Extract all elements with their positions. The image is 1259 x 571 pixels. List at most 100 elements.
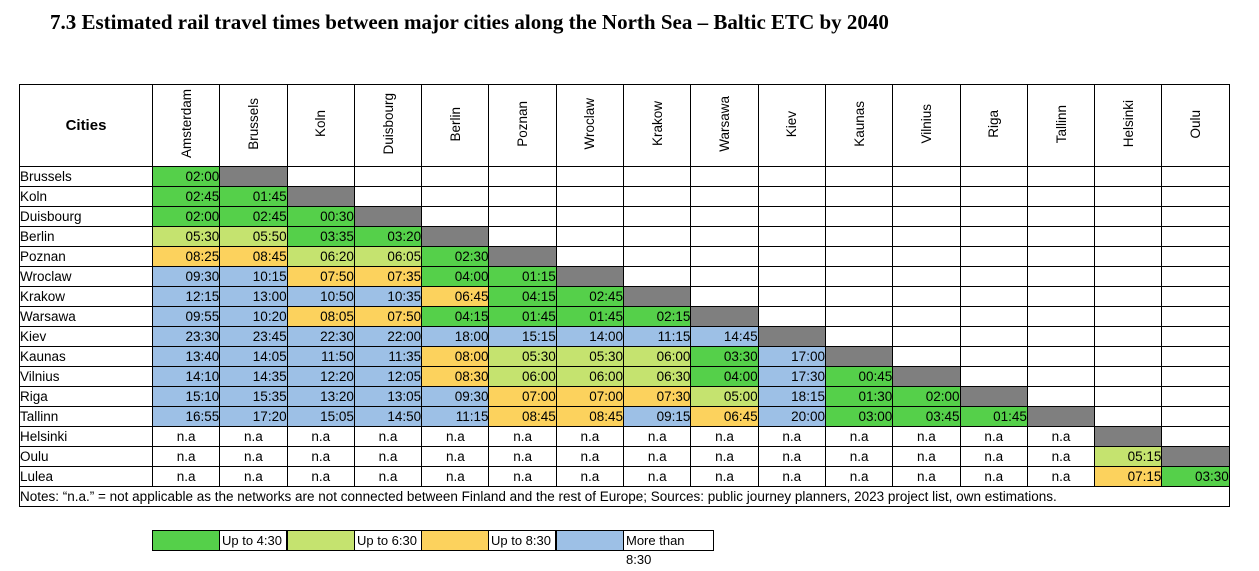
empty-cell xyxy=(959,266,1028,287)
travel-time-cell: 06:20 xyxy=(286,246,355,267)
column-header-label: Krakow xyxy=(649,101,665,147)
column-header-label: Vilnius xyxy=(918,104,934,144)
empty-cell xyxy=(488,226,557,247)
empty-cell xyxy=(1026,306,1096,327)
travel-time-cell: 12:05 xyxy=(353,366,423,387)
row-city-name: Kiev xyxy=(19,326,153,347)
na-cell: n.a xyxy=(353,446,423,467)
na-cell: n.a xyxy=(555,426,625,447)
empty-cell xyxy=(757,226,826,247)
travel-time-cell: 05:15 xyxy=(1094,446,1163,467)
empty-cell xyxy=(623,246,692,267)
empty-cell xyxy=(1094,326,1163,347)
travel-time-cell: 10:20 xyxy=(219,306,288,327)
na-cell: n.a xyxy=(623,426,692,447)
table-row: Kiev 23:30 23:45 22:30 22:00 18:00 15:15 14:00 1… xyxy=(19,326,1230,347)
empty-cell xyxy=(353,186,423,207)
travel-time-cell: 09:55 xyxy=(151,306,221,327)
travel-time-cell: 02:00 xyxy=(151,206,221,227)
na-cell: n.a xyxy=(421,466,490,487)
empty-cell xyxy=(555,206,625,227)
empty-cell xyxy=(824,246,894,267)
empty-cell xyxy=(959,366,1028,387)
empty-cell xyxy=(1094,166,1163,187)
travel-time-cell: 08:05 xyxy=(286,306,355,327)
diagonal-cell xyxy=(421,226,490,247)
column-header-label: Helsinki xyxy=(1120,100,1136,148)
travel-time-cell: 12:15 xyxy=(151,286,221,307)
table-row: Kaunas 13:40 14:05 11:50 11:35 08:00 05:30 05:3… xyxy=(19,346,1230,367)
empty-cell xyxy=(959,186,1028,207)
table-row: Koln 02:45 01:45 xyxy=(19,186,1230,207)
travel-time-cell: 14:00 xyxy=(555,326,625,347)
row-city-name: Vilnius xyxy=(19,366,153,387)
empty-cell xyxy=(892,206,961,227)
travel-time-cell: 17:30 xyxy=(757,366,826,387)
na-cell: n.a xyxy=(959,446,1028,467)
column-header: Kiev xyxy=(757,84,826,167)
table-row: Vilnius 14:10 14:35 12:20 12:05 08:30 06:00 06:… xyxy=(19,366,1230,387)
table-row: Lulea n.a n.a n.a n.a n.a n.a n.a n.a n.a n.a n.a n.… xyxy=(19,466,1230,487)
empty-cell xyxy=(1161,406,1230,427)
na-cell: n.a xyxy=(959,466,1028,487)
travel-time-cell: 00:30 xyxy=(286,206,355,227)
notes-row: Notes: “n.a.” = not applicable as the ne… xyxy=(19,486,1230,507)
travel-time-cell: 01:45 xyxy=(959,406,1028,427)
table-row: Helsinki n.a n.a n.a n.a n.a n.a n.a n.a n.a n.a n.… xyxy=(19,426,1230,447)
empty-cell xyxy=(690,186,759,207)
diagonal-cell xyxy=(488,246,557,267)
legend-label: Up to 6:30 xyxy=(355,530,422,551)
column-header-label: Duisbourg xyxy=(380,93,396,155)
empty-cell xyxy=(623,166,692,187)
diagonal-cell xyxy=(1161,446,1230,467)
travel-time-cell: 17:00 xyxy=(757,346,826,367)
column-header-label: Riga xyxy=(986,110,1002,138)
travel-time-cell: 08:00 xyxy=(421,346,490,367)
travel-time-cell: 05:50 xyxy=(219,226,288,247)
empty-cell xyxy=(555,226,625,247)
diagonal-cell xyxy=(286,186,355,207)
na-cell: n.a xyxy=(555,466,625,487)
column-header: Poznan xyxy=(488,84,557,167)
na-cell: n.a xyxy=(690,446,759,467)
empty-cell xyxy=(1161,186,1230,207)
travel-time-table: Cities Amsterdam Brussels Koln Duisbourg Ber… xyxy=(19,84,1230,507)
column-header: Berlin xyxy=(421,84,490,167)
diagonal-cell xyxy=(892,366,961,387)
empty-cell xyxy=(1094,306,1163,327)
empty-cell xyxy=(690,246,759,267)
empty-cell xyxy=(1026,186,1096,207)
row-city-name: Duisbourg xyxy=(19,206,153,227)
na-cell: n.a xyxy=(488,426,557,447)
empty-cell xyxy=(1026,286,1096,307)
empty-cell xyxy=(1026,266,1096,287)
empty-cell xyxy=(1094,406,1163,427)
column-header-label: Koln xyxy=(313,110,329,138)
travel-time-cell: 01:15 xyxy=(488,266,557,287)
travel-time-cell: 15:35 xyxy=(219,386,288,407)
travel-time-cell: 15:15 xyxy=(488,326,557,347)
travel-time-cell: 08:45 xyxy=(219,246,288,267)
na-cell: n.a xyxy=(892,446,961,467)
column-header: Riga xyxy=(959,84,1028,167)
row-city-name: Lulea xyxy=(19,466,153,487)
empty-cell xyxy=(555,186,625,207)
empty-cell xyxy=(623,226,692,247)
travel-time-cell: 08:30 xyxy=(421,366,490,387)
diagonal-cell xyxy=(219,166,288,187)
travel-time-cell: 06:00 xyxy=(555,366,625,387)
travel-time-cell: 18:15 xyxy=(757,386,826,407)
travel-time-cell: 14:50 xyxy=(353,406,423,427)
column-header: Warsawa xyxy=(690,84,759,167)
na-cell: n.a xyxy=(892,426,961,447)
empty-cell xyxy=(286,166,355,187)
empty-cell xyxy=(1026,226,1096,247)
empty-cell xyxy=(1161,226,1230,247)
legend-item: More than 8:30 xyxy=(556,530,714,567)
legend-label: Up to 4:30 xyxy=(220,530,287,551)
travel-time-cell: 07:30 xyxy=(623,386,692,407)
travel-time-cell: 03:45 xyxy=(892,406,961,427)
empty-cell xyxy=(1161,166,1230,187)
row-city-name: Koln xyxy=(19,186,153,207)
column-header-label: Brussels xyxy=(245,98,261,150)
